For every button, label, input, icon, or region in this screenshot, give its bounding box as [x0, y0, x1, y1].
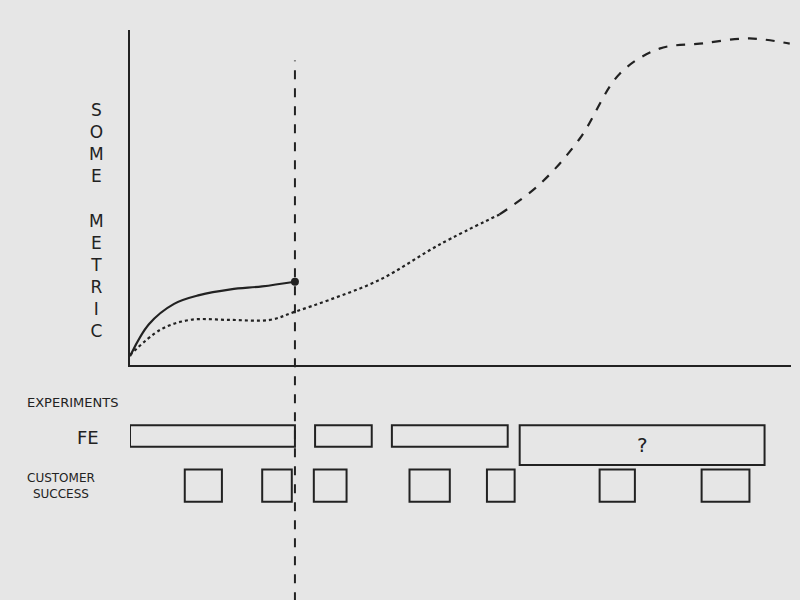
- svg-text:?: ?: [637, 433, 648, 457]
- svg-text:EXPERIMENTS: EXPERIMENTS: [27, 395, 118, 410]
- svg-text:FE: FE: [77, 427, 99, 448]
- svg-text:CUSTOMERSUCCESS: CUSTOMERSUCCESS: [27, 471, 95, 501]
- svg-text:SOME METRIC: SOME METRIC: [89, 100, 104, 341]
